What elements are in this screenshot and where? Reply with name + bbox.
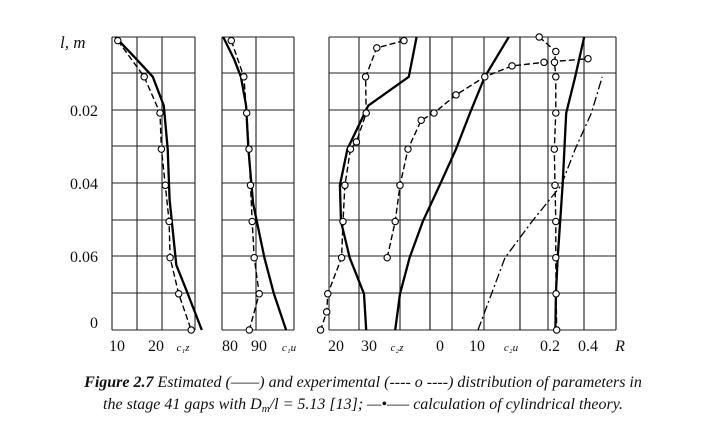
experimental-point bbox=[552, 290, 560, 298]
y-tick-label: 0.04 bbox=[70, 176, 98, 193]
experimental-point bbox=[165, 217, 173, 226]
x-tick-label: 20 bbox=[148, 338, 164, 355]
axis-labels: l, m 0 0.02 0.04 0.06 10 20 c₁z 80 90 c₁u 20 30 c₂z 0… bbox=[60, 33, 625, 355]
experimental-point bbox=[552, 326, 561, 334]
ratio-value: /l = 5.13 bbox=[269, 396, 326, 413]
experimental-point bbox=[255, 290, 263, 298]
x-tick-label: 10 bbox=[109, 338, 125, 355]
experimental-point bbox=[246, 181, 255, 190]
experimental-point bbox=[361, 73, 370, 81]
ratio-expression: Dm/l = 5.13 bbox=[250, 396, 326, 415]
caption-text-distribution: ) distribution of parameters in bbox=[448, 374, 642, 391]
y-tick-label: 0.06 bbox=[70, 249, 98, 266]
ratio-subscript: m bbox=[261, 403, 270, 415]
x-tick-label: 10 bbox=[469, 338, 485, 355]
experimental-point bbox=[174, 290, 183, 298]
experimental-point bbox=[242, 109, 251, 117]
experimental-point bbox=[341, 181, 349, 190]
experimental-point bbox=[396, 181, 404, 190]
experimental-curve bbox=[230, 40, 260, 331]
estimated-curve bbox=[338, 36, 418, 331]
experimental-point bbox=[140, 73, 148, 81]
x-axis-symbol: c₁z bbox=[177, 342, 191, 354]
experimental-point bbox=[324, 290, 332, 298]
experimental-point bbox=[337, 253, 346, 262]
experimental-point bbox=[187, 326, 195, 334]
experimental-curve bbox=[319, 39, 405, 331]
experimental-point bbox=[417, 116, 425, 124]
experimental-point bbox=[322, 308, 331, 316]
experimental-point bbox=[552, 109, 560, 117]
caption-text-estimated: Estimated ( bbox=[157, 374, 231, 391]
experimental-point bbox=[535, 33, 543, 41]
experimental-point bbox=[404, 145, 412, 153]
x-axis-symbol: c₁u bbox=[282, 342, 297, 354]
experimental-point bbox=[166, 253, 174, 262]
experimental-point bbox=[240, 73, 248, 81]
experimental-point bbox=[391, 217, 399, 226]
experimental-point bbox=[373, 44, 381, 52]
experimental-point bbox=[245, 145, 253, 153]
x-tick-label: 0.2 bbox=[540, 338, 560, 355]
x-axis-symbol: c₂u bbox=[504, 342, 519, 354]
experimental-point bbox=[346, 145, 355, 153]
caption-text-cylindrical: calculation of cylindrical theory. bbox=[413, 396, 623, 413]
cylindrical-line-marker: —•—– bbox=[367, 396, 410, 413]
caption-reference: [13]; bbox=[329, 396, 364, 413]
caption-figure-label: Figure 2.7 bbox=[84, 374, 154, 391]
y-tick-label: 0.02 bbox=[70, 103, 98, 120]
experimental-point bbox=[552, 73, 560, 81]
experimental-point bbox=[339, 217, 347, 226]
caption-text-experimental: ) and experimental ( bbox=[259, 374, 390, 391]
experimental-point bbox=[430, 109, 438, 117]
experimental-point bbox=[550, 145, 559, 153]
x-tick-label: 0 bbox=[436, 338, 444, 355]
experimental-curve bbox=[386, 58, 589, 258]
ratio-d: D bbox=[250, 396, 262, 413]
estimated-line-marker: —— bbox=[230, 374, 260, 391]
experimental-point bbox=[227, 36, 236, 45]
experimental-line-marker: ---- o ---- bbox=[389, 374, 449, 391]
caption-line-2: the stage 41 gaps with Dm/l = 5.13 [13];… bbox=[0, 394, 726, 420]
experimental-point bbox=[383, 253, 391, 262]
x-axis-symbol: c₂z bbox=[391, 342, 405, 354]
figure-chart: l, m 0 0.02 0.04 0.06 10 20 c₁z 80 90 c₁u 20 30 c₂z 0… bbox=[60, 33, 625, 355]
experimental-point bbox=[584, 54, 592, 63]
experimental-point bbox=[245, 326, 254, 334]
x-tick-label: 20 bbox=[328, 338, 344, 355]
experimental-point bbox=[250, 253, 258, 262]
y-tick-label: 0 bbox=[90, 315, 98, 332]
experimental-point bbox=[362, 109, 370, 117]
experimental-point bbox=[550, 58, 559, 67]
estimated-curve bbox=[394, 36, 510, 331]
experimental-point bbox=[400, 36, 408, 45]
experimental-point bbox=[114, 36, 122, 45]
estimated-curve bbox=[114, 36, 203, 331]
experimental-point bbox=[452, 91, 460, 99]
figure-caption: Figure 2.7 Estimated (——) and experiment… bbox=[0, 372, 726, 420]
experimental-point bbox=[552, 47, 560, 56]
experimental-point bbox=[161, 181, 170, 190]
x-tick-label: 90 bbox=[251, 338, 267, 355]
experimental-point bbox=[352, 138, 361, 146]
caption-line-1: Figure 2.7 Estimated (——) and experiment… bbox=[0, 372, 726, 394]
caption-text-stage: the stage 41 gaps with bbox=[103, 396, 247, 413]
x-tick-label: 0.4 bbox=[578, 338, 598, 355]
x-tick-label: 80 bbox=[222, 338, 238, 355]
experimental-point bbox=[552, 217, 560, 226]
experimental-point bbox=[481, 73, 489, 81]
y-axis-label: l, m bbox=[60, 33, 86, 52]
experimental-point bbox=[551, 181, 559, 190]
data-markers bbox=[114, 33, 592, 334]
experimental-point bbox=[157, 145, 166, 153]
experimental-point bbox=[508, 62, 516, 70]
experimental-point bbox=[156, 109, 164, 117]
experimental-point bbox=[316, 326, 325, 334]
grid-lines bbox=[111, 36, 617, 331]
experimental-point bbox=[552, 253, 560, 262]
experimental-point bbox=[540, 58, 548, 67]
x-axis-symbol: R bbox=[614, 338, 625, 355]
x-tick-label: 30 bbox=[361, 338, 377, 355]
experimental-point bbox=[248, 217, 256, 226]
